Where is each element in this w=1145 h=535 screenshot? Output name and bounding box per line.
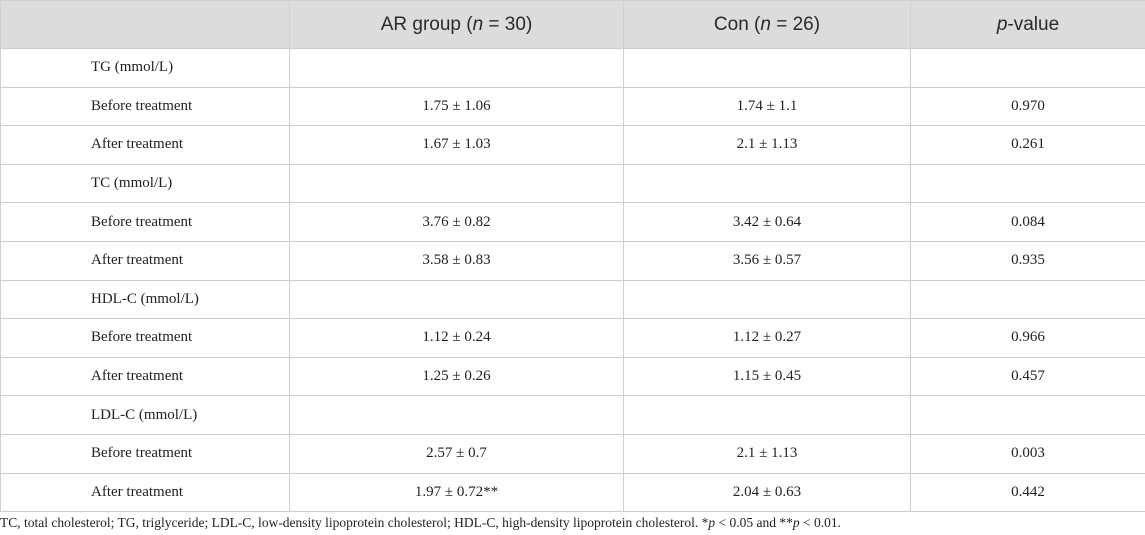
header-con-group: Con (n = 26): [623, 0, 911, 49]
group-label: TG (mmol/L): [0, 48, 290, 88]
ar-value: 3.76 ± 0.82: [289, 202, 624, 242]
table-row: Before treatment 1.12 ± 0.24 1.12 ± 0.27…: [0, 318, 1145, 358]
group-row-ldl: LDL-C (mmol/L): [0, 395, 1145, 435]
con-value: 3.56 ± 0.57: [623, 240, 911, 281]
row-label: Before treatment: [0, 433, 290, 474]
footnote-p2: p: [792, 515, 800, 530]
footnote-end: < 0.01.: [799, 515, 841, 530]
header-con-n: n: [760, 13, 771, 35]
header-ar-group: AR group (n = 30): [289, 0, 624, 49]
p-value: 0.970: [910, 86, 1145, 127]
empty-cell: [623, 163, 911, 204]
con-value: 2.04 ± 0.63: [623, 472, 911, 513]
group-label: TC (mmol/L): [0, 163, 290, 204]
header-p-suffix: -value: [1007, 13, 1060, 35]
header-con-prefix: Con (: [713, 13, 761, 35]
table-row: After treatment 1.25 ± 0.26 1.15 ± 0.45 …: [0, 356, 1145, 397]
ar-value: 1.67 ± 1.03: [289, 125, 624, 165]
con-value: 3.42 ± 0.64: [623, 202, 911, 242]
ar-value: 1.25 ± 0.26: [289, 356, 624, 397]
empty-cell: [289, 48, 624, 88]
p-value: 0.442: [910, 472, 1145, 513]
header-empty-cell: [0, 0, 290, 49]
empty-cell: [910, 395, 1145, 435]
row-label: Before treatment: [0, 318, 290, 358]
footnote-p1: p: [708, 515, 716, 530]
table-body: TG (mmol/L) Before treatment 1.75 ± 1.06…: [0, 48, 1145, 513]
empty-cell: [289, 395, 624, 435]
row-label: Before treatment: [0, 86, 290, 127]
p-value: 0.084: [910, 202, 1145, 242]
table-row: After treatment 1.97 ± 0.72** 2.04 ± 0.6…: [0, 472, 1145, 513]
group-row-hdl: HDL-C (mmol/L): [0, 279, 1145, 320]
header-row: AR group (n = 30) Con (n = 26) p-value: [0, 0, 1145, 49]
con-value: 2.1 ± 1.13: [623, 433, 911, 474]
p-value: 0.003: [910, 433, 1145, 474]
header-con-suffix: = 26): [770, 13, 821, 35]
p-value: 0.966: [910, 318, 1145, 358]
ar-value: 3.58 ± 0.83: [289, 240, 624, 281]
header-ar-n: n: [472, 13, 484, 35]
group-label: HDL-C (mmol/L): [0, 279, 290, 320]
footnote-mid: < 0.05 and **: [715, 515, 793, 530]
table-row: Before treatment 3.76 ± 0.82 3.42 ± 0.64…: [0, 202, 1145, 242]
group-label: LDL-C (mmol/L): [0, 395, 290, 435]
header-ar-suffix: = 30): [483, 13, 533, 35]
con-value: 2.1 ± 1.13: [623, 125, 911, 165]
ar-value: 1.12 ± 0.24: [289, 318, 624, 358]
empty-cell: [289, 163, 624, 204]
table-row: Before treatment 2.57 ± 0.7 2.1 ± 1.13 0…: [0, 433, 1145, 474]
table-row: Before treatment 1.75 ± 1.06 1.74 ± 1.1 …: [0, 86, 1145, 127]
row-label: After treatment: [0, 125, 290, 165]
row-label: Before treatment: [0, 202, 290, 242]
header-p-value: p-value: [910, 0, 1145, 49]
empty-cell: [910, 279, 1145, 320]
header-ar-prefix: AR group (: [380, 13, 473, 35]
empty-cell: [623, 48, 911, 88]
group-row-tg: TG (mmol/L): [0, 48, 1145, 88]
con-value: 1.15 ± 0.45: [623, 356, 911, 397]
table-header: AR group (n = 30) Con (n = 26) p-value: [0, 0, 1145, 49]
row-label: After treatment: [0, 356, 290, 397]
empty-cell: [623, 279, 911, 320]
p-value: 0.457: [910, 356, 1145, 397]
footnote-text: TC, total cholesterol; TG, triglyceride;…: [0, 515, 709, 530]
p-value: 0.261: [910, 125, 1145, 165]
ar-value: 2.57 ± 0.7: [289, 433, 624, 474]
table-footnote: TC, total cholesterol; TG, triglyceride;…: [0, 515, 1145, 531]
ar-value: 1.97 ± 0.72**: [289, 472, 624, 513]
row-label: After treatment: [0, 472, 290, 513]
table-row: After treatment 3.58 ± 0.83 3.56 ± 0.57 …: [0, 240, 1145, 281]
empty-cell: [910, 163, 1145, 204]
table-row: After treatment 1.67 ± 1.03 2.1 ± 1.13 0…: [0, 125, 1145, 165]
ar-value: 1.75 ± 1.06: [289, 86, 624, 127]
empty-cell: [289, 279, 624, 320]
group-row-tc: TC (mmol/L): [0, 163, 1145, 204]
empty-cell: [623, 395, 911, 435]
p-value: 0.935: [910, 240, 1145, 281]
row-label: After treatment: [0, 240, 290, 281]
con-value: 1.12 ± 0.27: [623, 318, 911, 358]
empty-cell: [910, 48, 1145, 88]
con-value: 1.74 ± 1.1: [623, 86, 911, 127]
results-table: AR group (n = 30) Con (n = 26) p-value T…: [0, 0, 1145, 513]
header-p-italic: p: [996, 13, 1008, 35]
